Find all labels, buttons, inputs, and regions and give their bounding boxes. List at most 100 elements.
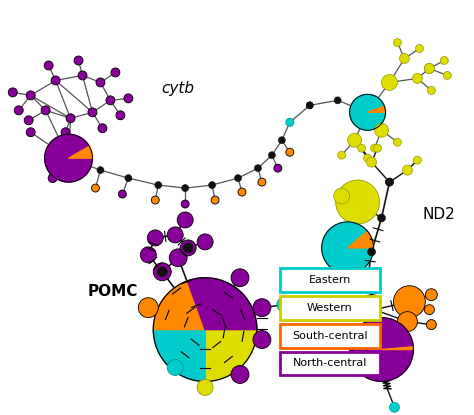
Circle shape — [183, 243, 193, 253]
Circle shape — [427, 320, 437, 330]
Circle shape — [167, 359, 183, 376]
Circle shape — [44, 61, 53, 70]
Circle shape — [151, 196, 159, 204]
Circle shape — [306, 102, 313, 109]
Circle shape — [139, 299, 157, 317]
Circle shape — [155, 182, 162, 188]
Circle shape — [352, 339, 367, 356]
Circle shape — [153, 263, 171, 281]
Circle shape — [440, 56, 448, 64]
Text: POMC: POMC — [87, 284, 137, 299]
Text: North-central: North-central — [292, 359, 367, 369]
Circle shape — [97, 167, 104, 173]
Wedge shape — [205, 330, 257, 381]
Circle shape — [377, 214, 385, 222]
Circle shape — [118, 190, 127, 198]
Circle shape — [334, 188, 350, 204]
Circle shape — [364, 154, 372, 162]
Circle shape — [96, 78, 105, 87]
Circle shape — [125, 175, 132, 182]
Circle shape — [393, 138, 401, 146]
Circle shape — [334, 97, 341, 104]
Circle shape — [167, 227, 183, 243]
Circle shape — [424, 63, 434, 73]
Wedge shape — [350, 317, 413, 381]
Text: cytb: cytb — [162, 81, 195, 96]
Wedge shape — [382, 347, 413, 349]
Circle shape — [277, 297, 293, 312]
Circle shape — [147, 230, 163, 246]
Bar — [280, 324, 380, 347]
Wedge shape — [322, 222, 374, 274]
Circle shape — [371, 306, 379, 314]
Wedge shape — [350, 94, 385, 130]
Circle shape — [337, 151, 346, 159]
Circle shape — [385, 178, 393, 186]
Circle shape — [78, 164, 87, 173]
Circle shape — [402, 165, 412, 175]
Circle shape — [235, 175, 241, 182]
Circle shape — [255, 165, 262, 172]
Circle shape — [390, 403, 400, 413]
Circle shape — [274, 164, 282, 172]
Circle shape — [8, 88, 17, 97]
Circle shape — [258, 178, 266, 186]
Circle shape — [398, 312, 418, 332]
Circle shape — [26, 128, 35, 137]
Text: South-central: South-central — [292, 331, 367, 341]
Circle shape — [415, 44, 423, 53]
Circle shape — [424, 305, 434, 315]
Wedge shape — [153, 330, 205, 381]
Circle shape — [26, 91, 35, 100]
Circle shape — [347, 133, 362, 147]
Circle shape — [197, 234, 213, 250]
Bar — [280, 352, 380, 376]
Circle shape — [428, 86, 435, 94]
Text: Eastern: Eastern — [309, 275, 351, 285]
Circle shape — [371, 144, 379, 152]
Circle shape — [169, 249, 187, 267]
Circle shape — [374, 144, 382, 152]
Circle shape — [88, 108, 97, 117]
Circle shape — [177, 212, 193, 228]
Bar — [280, 268, 380, 292]
Circle shape — [211, 196, 219, 204]
Circle shape — [413, 156, 421, 164]
Circle shape — [393, 39, 401, 46]
Circle shape — [91, 184, 100, 192]
Circle shape — [209, 182, 216, 188]
Text: ND2: ND2 — [423, 208, 456, 222]
Circle shape — [231, 366, 249, 383]
Circle shape — [138, 298, 158, 317]
Circle shape — [253, 331, 271, 349]
Circle shape — [412, 73, 422, 83]
Circle shape — [306, 102, 313, 109]
Circle shape — [48, 173, 57, 183]
Circle shape — [364, 276, 372, 284]
Circle shape — [367, 248, 375, 256]
Circle shape — [98, 124, 107, 133]
Circle shape — [74, 56, 83, 65]
Circle shape — [286, 148, 294, 156]
Circle shape — [385, 178, 393, 186]
Circle shape — [181, 200, 189, 208]
Circle shape — [366, 157, 376, 167]
Circle shape — [374, 123, 389, 137]
Circle shape — [66, 114, 75, 123]
Circle shape — [238, 188, 246, 196]
Wedge shape — [153, 281, 205, 330]
Circle shape — [278, 137, 285, 144]
Circle shape — [393, 286, 425, 317]
Circle shape — [24, 116, 33, 125]
Circle shape — [336, 180, 380, 224]
Circle shape — [443, 71, 451, 79]
Wedge shape — [69, 146, 92, 158]
Circle shape — [180, 240, 196, 256]
Circle shape — [140, 247, 156, 263]
Circle shape — [286, 118, 294, 126]
Circle shape — [111, 68, 120, 77]
Circle shape — [400, 54, 410, 63]
Wedge shape — [187, 278, 257, 330]
Circle shape — [231, 269, 249, 287]
Circle shape — [106, 96, 115, 105]
